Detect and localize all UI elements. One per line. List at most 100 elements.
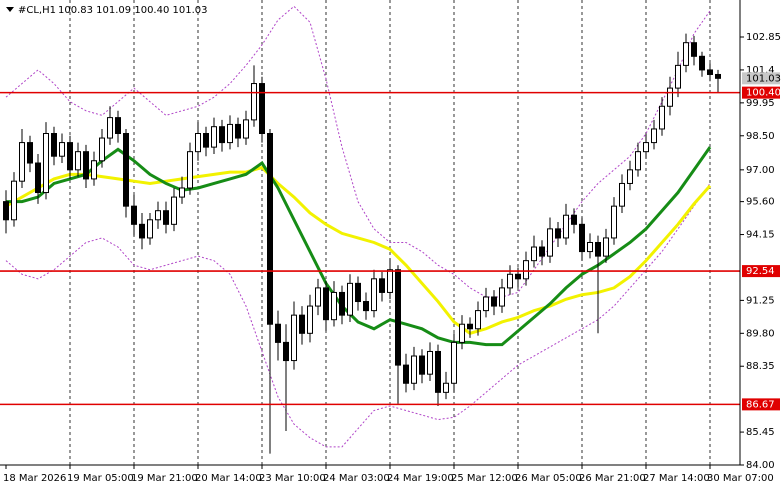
x-tick-label: 18 Mar 2026 <box>3 473 66 484</box>
candle-body <box>515 273 521 280</box>
level-label: 92.54 <box>746 266 775 277</box>
candle-body <box>611 205 617 239</box>
x-tick-label: 20 Mar 14:00 <box>195 473 262 484</box>
candle-body <box>443 382 449 393</box>
y-tick-label: 95.60 <box>746 197 775 208</box>
candle-body <box>219 126 225 144</box>
candle-body <box>707 69 713 75</box>
candle-body <box>43 133 49 194</box>
candle-body <box>251 83 257 121</box>
candle-body <box>715 73 721 79</box>
y-tick-label: 98.50 <box>746 131 775 142</box>
candle-body <box>651 128 657 144</box>
candle-body <box>403 364 409 384</box>
candle-body <box>91 160 97 180</box>
candle-body <box>331 291 337 321</box>
candle-body <box>275 323 281 343</box>
current-price-bg <box>742 72 780 85</box>
candle-body <box>195 133 201 153</box>
candle-body <box>131 205 137 225</box>
y-tick-label: 102.85 <box>746 32 781 43</box>
candle-body <box>155 210 161 221</box>
y-tick-label: 101.4 <box>746 65 775 76</box>
y-tick-label: 89.80 <box>746 328 775 339</box>
chart-subtitle: 100.83 101.09 100.40 101.03 <box>58 5 208 16</box>
candle-body <box>603 237 609 257</box>
candle-body <box>107 117 113 139</box>
level-label: 86.67 <box>746 399 775 410</box>
candle-body <box>3 201 9 221</box>
candle-body <box>467 323 473 330</box>
candle-body <box>363 301 369 312</box>
candle-body <box>627 169 633 184</box>
candle-body <box>323 287 329 321</box>
candle-body <box>563 214 569 239</box>
candle-body <box>227 123 233 144</box>
candle-body <box>427 350 433 375</box>
candle-body <box>291 314 297 362</box>
candle-body <box>395 269 401 366</box>
candle-body <box>699 55 705 71</box>
candle-body <box>235 123 241 139</box>
candle-body <box>683 42 689 66</box>
candle-body <box>147 219 153 239</box>
x-tick-label: 24 Mar 19:00 <box>387 473 454 484</box>
candle-body <box>59 142 65 157</box>
y-tick-label: 91.25 <box>746 295 775 306</box>
candle-body <box>483 296 489 312</box>
chart-title: #CL,H1 <box>18 5 56 16</box>
x-tick-label: 24 Mar 03:00 <box>323 473 390 484</box>
candle-body <box>691 42 697 57</box>
current-price-label: 101.03 <box>746 73 781 84</box>
candle-body <box>387 269 393 293</box>
candle-body <box>355 282 361 303</box>
candle-body <box>619 182 625 207</box>
candle-body <box>659 105 665 130</box>
candle-body <box>475 310 481 330</box>
candle-body <box>35 162 41 194</box>
x-tick-label: 30 Mar 07:00 <box>707 473 774 484</box>
candle-body <box>75 151 81 171</box>
candle-body <box>139 223 145 239</box>
candle-body <box>179 187 185 198</box>
candle-body <box>243 119 249 139</box>
candle-body <box>187 151 193 189</box>
candle-body <box>339 291 345 316</box>
candle-body <box>579 223 585 253</box>
level-label-bg <box>742 86 780 99</box>
y-tick-label: 97.00 <box>746 165 775 176</box>
candle-body <box>115 117 121 135</box>
candle-body <box>491 296 497 307</box>
candle-body <box>499 287 505 307</box>
candle-body <box>99 137 105 162</box>
candle-body <box>595 241 601 257</box>
candle-body <box>371 278 377 312</box>
plot-area <box>0 5 740 454</box>
candle-body <box>643 142 649 153</box>
candle-body <box>459 323 465 343</box>
candle-body <box>123 133 129 207</box>
candle-body <box>259 83 265 135</box>
candle-body <box>547 228 553 257</box>
candle-body <box>51 133 57 157</box>
candle-body <box>539 246 545 257</box>
y-tick-label: 85.45 <box>746 427 775 438</box>
y-tick-label: 84.00 <box>746 460 775 471</box>
candle-body <box>67 142 73 171</box>
candle-body <box>83 151 89 180</box>
candle-body <box>531 246 537 262</box>
candle-body <box>315 287 321 307</box>
candle-body <box>379 278 385 293</box>
candle-body <box>555 228 561 239</box>
candle-body <box>523 260 529 280</box>
candle-body <box>635 151 641 171</box>
candle-body <box>267 133 273 325</box>
envelope-line <box>5 183 711 448</box>
candle-body <box>411 355 417 384</box>
candle-body <box>283 341 289 362</box>
candle-body <box>347 282 353 316</box>
candle-body <box>163 210 169 225</box>
candle-body <box>587 241 593 253</box>
x-tick-label: 26 Mar 21:00 <box>579 473 646 484</box>
